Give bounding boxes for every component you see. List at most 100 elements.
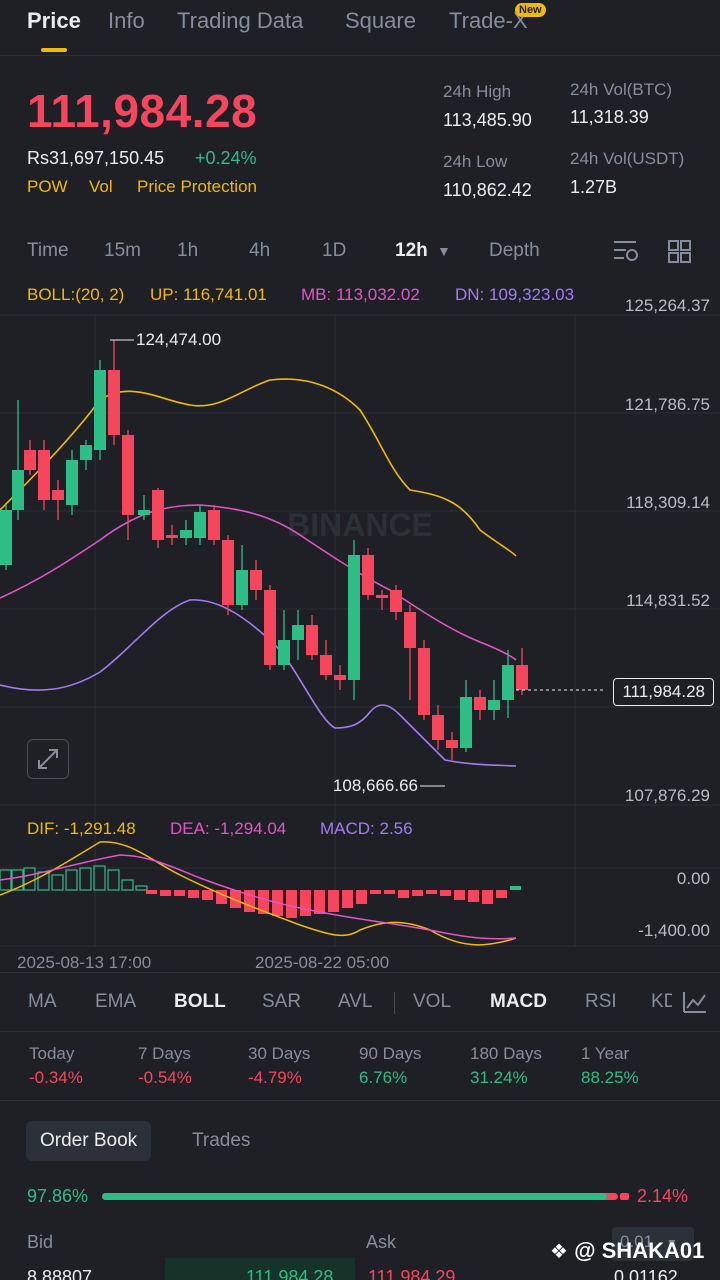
macd-hist-bar [244, 890, 255, 912]
interval-time[interactable]: Time [27, 240, 69, 261]
indicator-settings-icon [683, 992, 706, 1013]
candle-body [278, 640, 290, 665]
perf-label: 180 Days [470, 1044, 542, 1063]
tab-order-book[interactable]: Order Book [26, 1121, 152, 1161]
candle-body [320, 655, 332, 675]
indicator-sar[interactable]: SAR [262, 991, 302, 1012]
tag-price-protection[interactable]: Price Protection [137, 177, 257, 196]
indicator-rsi[interactable]: RSI [585, 991, 617, 1012]
candle-body [488, 700, 500, 710]
high-annotation-label: 124,474.00 [136, 330, 221, 349]
candlestick-chart[interactable]: BINANCE 124,474.00 108,666.66 [0, 0, 720, 980]
tag-pow[interactable]: POW [27, 177, 68, 196]
tag-vol[interactable]: Vol [89, 177, 113, 196]
perf-label: 30 Days [248, 1044, 311, 1063]
interval-1h[interactable]: 1h [177, 240, 199, 261]
candle-body [390, 590, 402, 612]
time-axis-tick: 2025-08-13 17:00 [17, 953, 152, 972]
last-price: 111,984.28 [27, 85, 258, 137]
candle-body [180, 530, 192, 538]
interval-1d[interactable]: 1D [322, 240, 347, 261]
candle-body [152, 490, 164, 540]
boll-dn: DN: 109,323.03 [455, 285, 575, 304]
tab-info[interactable]: Info [108, 8, 145, 33]
candle-body [264, 590, 276, 665]
bid-price[interactable]: 111,984.28 [246, 1267, 334, 1280]
price-axis-tick: 107,876.29 [624, 786, 710, 805]
indicator-ema[interactable]: EMA [95, 991, 137, 1012]
tab-trading-data[interactable]: Trading Data [177, 8, 304, 33]
high-label: 24h High [443, 82, 512, 101]
ask-ratio-cap [620, 1193, 629, 1200]
indicator-settings-button[interactable] [672, 984, 720, 1022]
price-axis-tick: 121,786.75 [624, 395, 710, 414]
candle-body [38, 450, 50, 500]
candle-body [250, 570, 262, 590]
active-tab-indicator [41, 48, 67, 52]
interval-depth[interactable]: Depth [489, 240, 540, 261]
new-badge: New [515, 3, 546, 17]
grid-layout-icon[interactable] [667, 239, 693, 265]
macd-hist-bar [454, 890, 465, 900]
current-price-tag: 111,984.28 [613, 678, 714, 706]
precision-select[interactable]: 0.01 ▼ [612, 1227, 694, 1261]
macd-hist-bar [510, 886, 521, 890]
bid-depth-bar [165, 1258, 355, 1280]
perf-label: Today [29, 1044, 75, 1063]
ask-price[interactable]: 111,984.29 [368, 1267, 456, 1280]
perf-value: 31.24% [470, 1068, 528, 1087]
candle-body [222, 540, 234, 605]
macd-hist-bar [300, 890, 311, 916]
macd-hist-bar [370, 890, 381, 894]
indicator-macd[interactable]: MACD [490, 991, 547, 1012]
interval-4h[interactable]: 4h [249, 240, 271, 261]
boll-middle-line [0, 504, 517, 661]
candle-body [502, 665, 514, 700]
perf-value: -0.54% [138, 1068, 192, 1087]
interval-12h[interactable]: 12h [395, 240, 428, 261]
indicator-ma[interactable]: MA [28, 991, 57, 1012]
low-value: 110,862.42 [443, 180, 532, 200]
binance-logo-icon: ❖ [550, 1241, 568, 1263]
indicator-boll[interactable]: BOLL [174, 991, 226, 1012]
tab-price[interactable]: Price [27, 8, 81, 33]
macd-hist-bar [121, 879, 134, 891]
indicator-bar [0, 972, 720, 1032]
low-label: 24h Low [443, 152, 508, 171]
tab-trade-x[interactable]: Trade-X [449, 8, 528, 33]
macd-hist-bar [356, 890, 367, 904]
perf-value: -0.34% [29, 1068, 83, 1087]
indicator-vol[interactable]: VOL [413, 991, 452, 1012]
bid-ratio-fill [102, 1193, 607, 1200]
candle-body [334, 675, 346, 680]
macd-hist-bar [342, 890, 353, 908]
price-change-pct: +0.24% [195, 148, 257, 168]
perf-label: 1 Year [581, 1044, 630, 1063]
macd-hist-bar [482, 890, 493, 904]
watermark-username: @ SHAKA01 [574, 1238, 705, 1263]
perf-value: -4.79% [248, 1068, 302, 1087]
indicator-kd[interactable]: KD [651, 991, 678, 1012]
macd-hist-bar [440, 890, 451, 896]
boll-label: BOLL:(20, 2) [27, 285, 125, 304]
price-axis-tick: 118,309.14 [626, 493, 710, 512]
chart-settings-icon[interactable] [612, 238, 640, 264]
tab-trades[interactable]: Trades [192, 1130, 251, 1151]
divider [394, 992, 395, 1014]
chevron-down-icon[interactable]: ▼ [437, 243, 451, 259]
interval-15m[interactable]: 15m [104, 240, 141, 261]
candle-body [376, 595, 388, 598]
macd-hist-bar [412, 890, 423, 896]
macd-dif-line [0, 841, 517, 946]
macd-hist-bar [468, 890, 479, 902]
boll-mb: MB: 113,032.02 [301, 285, 420, 304]
fullscreen-button[interactable] [27, 739, 69, 779]
macd-value: MACD: 2.56 [320, 819, 413, 838]
candle-body [236, 570, 248, 605]
indicator-avl[interactable]: AVL [338, 991, 373, 1012]
macd-hist-bar [65, 869, 78, 891]
candle-body [432, 715, 444, 740]
macd-hist-bar [0, 869, 12, 891]
tab-square[interactable]: Square [345, 8, 416, 33]
macd-hist-bar [230, 890, 241, 908]
